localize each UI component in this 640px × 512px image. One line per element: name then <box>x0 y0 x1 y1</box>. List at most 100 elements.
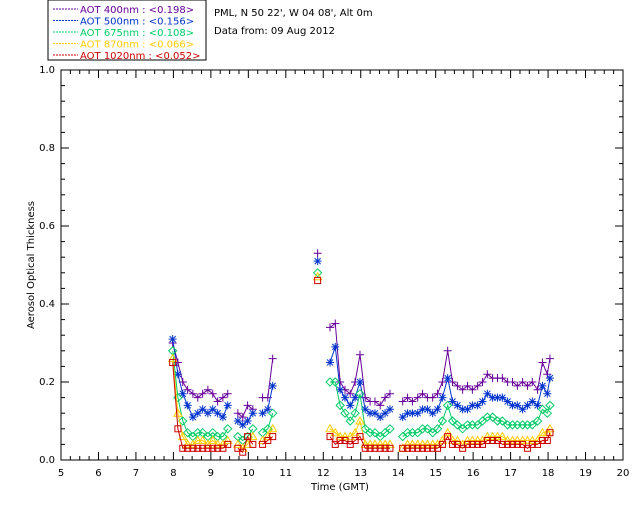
data-point-square <box>508 440 516 448</box>
data-point-asterisk <box>355 378 364 386</box>
data-point-plus <box>218 393 227 402</box>
square-mark <box>419 444 427 452</box>
x-tick-label: 7 <box>133 468 139 479</box>
data-point-square <box>239 448 247 456</box>
data-point-triangle <box>442 427 453 437</box>
data-point-square <box>179 444 187 452</box>
data-point-asterisk <box>483 389 492 398</box>
data-point-square <box>356 433 364 441</box>
data-point-square <box>224 440 232 448</box>
square-mark <box>224 440 232 448</box>
square-mark <box>199 444 207 452</box>
square-mark <box>414 444 422 452</box>
asterisk-mark <box>493 393 502 402</box>
data-point-triangle <box>452 435 463 444</box>
triangle-mark <box>517 435 528 444</box>
triangle-mark <box>370 439 380 448</box>
data-point-diamond <box>447 416 458 426</box>
data-point-triangle <box>385 439 395 448</box>
data-point-diamond <box>432 424 443 434</box>
data-point-triangle <box>330 427 341 437</box>
data-point-asterisk <box>508 401 517 410</box>
data-point-square <box>449 440 457 448</box>
plus-mark <box>355 350 364 359</box>
y-tick-label: 0.6 <box>39 221 55 232</box>
square-mark <box>371 444 379 452</box>
asterisk-mark <box>263 405 272 414</box>
plus-mark <box>498 374 507 383</box>
data-point-square <box>464 440 472 448</box>
x-tick-label: 12 <box>317 468 330 479</box>
data-point-asterisk <box>178 389 187 398</box>
data-point-asterisk <box>458 405 467 414</box>
data-point-diamond <box>527 420 538 430</box>
data-point-asterisk <box>413 409 422 418</box>
x-tick-label: 9 <box>208 468 214 479</box>
square-mark <box>498 440 506 448</box>
square-mark <box>543 437 551 444</box>
y-tick-label: 0.2 <box>39 377 55 388</box>
data-point-plus <box>483 370 492 379</box>
legend-items: AOT 400nm : <0.198>AOT 500nm : <0.156>AO… <box>53 5 200 62</box>
data-point-triangle <box>370 439 380 448</box>
x-tick-label: 13 <box>354 468 367 479</box>
series-line <box>330 381 391 438</box>
data-point-asterisk <box>543 389 552 398</box>
plus-mark <box>438 378 447 386</box>
data-point-plus <box>508 378 517 386</box>
data-point-asterisk <box>545 374 554 383</box>
triangle-mark <box>472 435 483 444</box>
plus-mark <box>183 385 192 394</box>
diamond-mark <box>397 431 408 442</box>
data-point-square <box>244 433 252 441</box>
data-point-square <box>474 440 482 448</box>
series-line <box>402 403 551 437</box>
data-point-plus <box>370 397 379 406</box>
data-point-asterisk <box>443 374 452 383</box>
legend-label: AOT 675nm : <0.108> <box>80 28 194 39</box>
triangle-mark <box>527 435 538 444</box>
square-mark <box>189 444 197 452</box>
data-point-plus <box>403 393 412 402</box>
square-mark <box>244 433 252 441</box>
data-point-diamond <box>452 420 463 430</box>
asterisk-mark <box>403 409 412 418</box>
asterisk-mark <box>213 409 222 418</box>
legend-label: AOT 1020nm : <0.052> <box>80 51 200 62</box>
asterisk-mark <box>513 401 522 410</box>
x-tick-label: 16 <box>467 468 480 479</box>
data-point-triangle <box>192 435 203 444</box>
data-point-plus <box>336 378 345 386</box>
data-point-triangle <box>173 408 183 417</box>
plus-mark <box>433 389 442 398</box>
triangle-mark <box>212 439 223 448</box>
square-mark <box>523 444 531 452</box>
legend-box <box>47 0 207 61</box>
square-mark <box>489 437 497 444</box>
plus-mark <box>453 381 462 390</box>
square-mark <box>438 440 446 448</box>
asterisk-mark <box>361 405 370 414</box>
data-point-asterisk <box>448 397 457 406</box>
triangle-mark <box>497 431 508 441</box>
data-point-plus <box>385 389 394 398</box>
data-point-asterisk <box>233 417 242 425</box>
square-mark <box>493 437 501 444</box>
data-point-triangle <box>467 435 478 444</box>
triangle-mark <box>207 435 218 444</box>
asterisk-mark <box>331 342 340 351</box>
triangle-mark <box>487 431 498 441</box>
square-mark <box>538 437 546 444</box>
plus-mark <box>208 389 217 398</box>
plus-mark <box>385 389 394 398</box>
data-point-triangle <box>522 435 533 444</box>
x-tick-label: 17 <box>504 468 517 479</box>
data-point-plus <box>528 378 537 386</box>
legend-label: AOT 500nm : <0.156> <box>80 17 194 28</box>
y-axis-title: Aerosol Optical Thickness <box>26 201 37 329</box>
square-mark <box>234 444 242 452</box>
data-point-plus <box>355 350 364 359</box>
square-mark <box>269 433 277 441</box>
data-point-square <box>169 359 177 366</box>
data-point-square <box>483 437 491 444</box>
